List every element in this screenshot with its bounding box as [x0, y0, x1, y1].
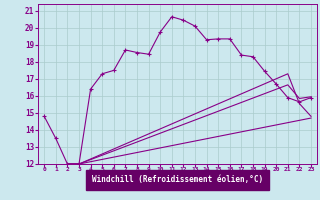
X-axis label: Windchill (Refroidissement éolien,°C): Windchill (Refroidissement éolien,°C): [92, 175, 263, 184]
